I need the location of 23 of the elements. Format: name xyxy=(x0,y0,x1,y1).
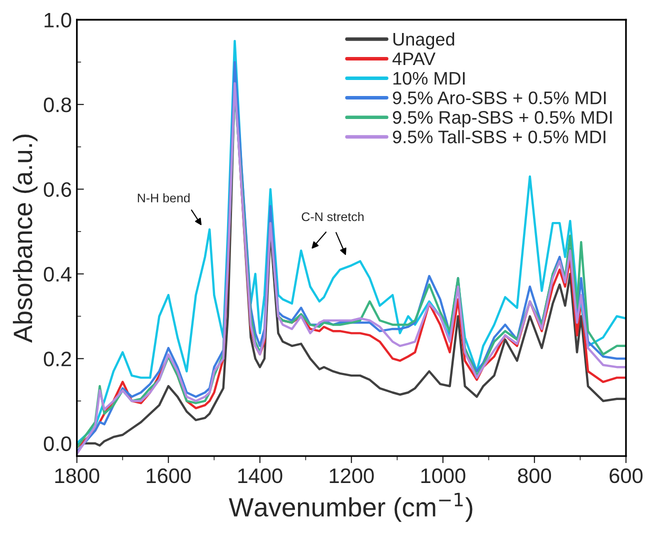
legend-label: 4PAV xyxy=(392,52,436,66)
legend-label: 9.5% Rap-SBS + 0.5% MDI xyxy=(392,111,612,128)
y-tick-label: 1.0 xyxy=(44,12,72,28)
y-tick-label: 0.8 xyxy=(44,97,72,112)
legend-label: Unaged xyxy=(393,32,454,50)
legend-label: 9.5% Aro-SBS + 0.5% MDI xyxy=(392,91,606,104)
x-tick-label: 1400 xyxy=(238,468,282,484)
x-tick-label: 1600 xyxy=(146,468,191,484)
annotation: N-H bend xyxy=(138,193,190,202)
x-tick-label: 1800 xyxy=(55,468,100,484)
y-tick-label: 0.0 xyxy=(44,436,72,452)
y-axis-title: Absorbance (a.u.) xyxy=(12,134,38,343)
x-tick-label: 600 xyxy=(610,468,643,484)
legend-label: 10% MDI xyxy=(393,72,465,85)
x-tick-label: 1000 xyxy=(421,468,466,484)
y-tick-label: 0.4 xyxy=(44,266,72,282)
x-axis-title: Wavenumber (cm$^{−1}$) xyxy=(228,492,472,522)
x-tick-label: 800 xyxy=(518,468,552,484)
annotation: C-N stretch xyxy=(302,212,364,222)
x-tick-label: 1200 xyxy=(330,468,374,484)
y-tick-label: 0.2 xyxy=(44,352,71,366)
y-tick-label: 0.6 xyxy=(44,182,72,197)
legend-label: 9.5% Tall-SBS + 0.5% MDI xyxy=(392,130,606,144)
